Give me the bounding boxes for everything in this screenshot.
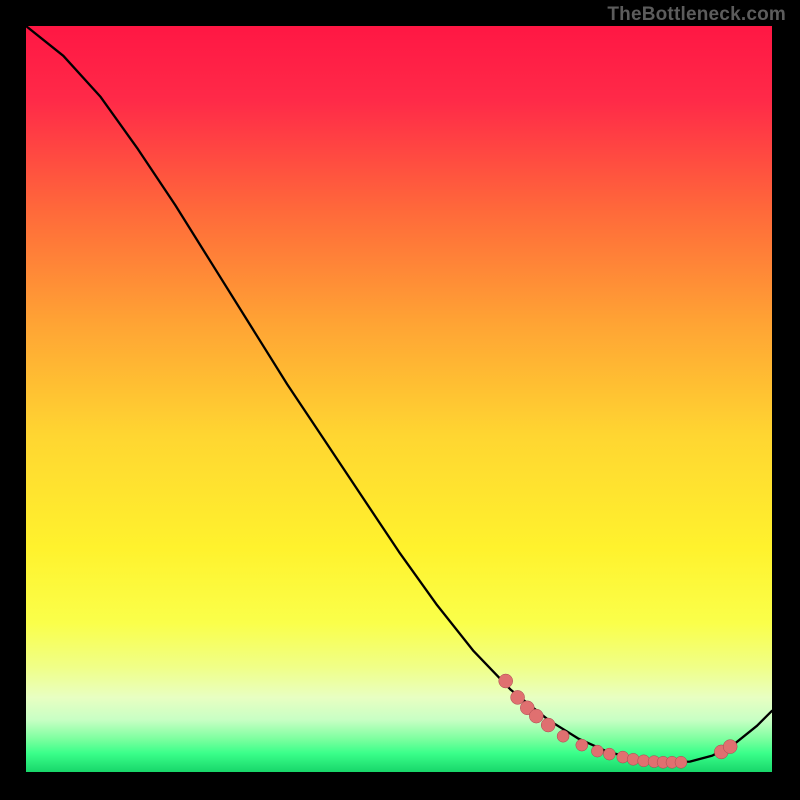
data-point — [557, 730, 569, 742]
plot-area — [26, 26, 772, 772]
data-point — [627, 753, 639, 765]
gradient-background — [26, 26, 772, 772]
watermark-text: TheBottleneck.com — [607, 4, 786, 26]
data-point — [617, 751, 629, 763]
data-point — [541, 718, 555, 732]
data-point — [499, 674, 513, 688]
data-point — [591, 745, 603, 757]
data-point — [675, 756, 687, 768]
data-point — [638, 755, 650, 767]
data-point — [603, 748, 615, 760]
data-point — [723, 740, 737, 754]
data-point — [511, 690, 525, 704]
data-point — [576, 739, 588, 751]
data-point — [529, 709, 543, 723]
